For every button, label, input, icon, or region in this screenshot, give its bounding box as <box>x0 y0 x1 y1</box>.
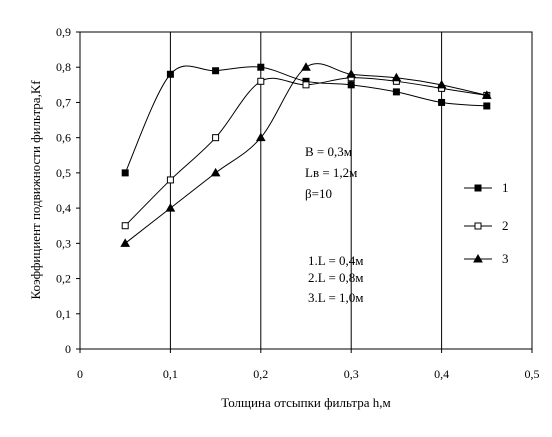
series-1-point <box>257 63 265 71</box>
legend-label: 2 <box>502 218 509 233</box>
annotation-param-b: B = 0,3м <box>305 144 352 159</box>
series-3-point <box>391 72 402 82</box>
legend-label: 1 <box>502 180 509 195</box>
x-tick-label: 0,3 <box>344 367 359 381</box>
y-tick-label: 0,4 <box>56 201 71 215</box>
series-1 <box>121 63 491 177</box>
series-3-point <box>255 132 266 142</box>
legend-marker <box>474 184 482 192</box>
series-2-point <box>257 77 265 85</box>
series-2-point <box>302 81 310 89</box>
y-tick-label: 0,8 <box>56 60 71 74</box>
y-tick-label: 0,6 <box>56 131 71 145</box>
series-2-point <box>121 222 129 230</box>
x-tick-label: 0,5 <box>525 367 540 381</box>
lengths-annotation: 1.L = 0,4м 2.L = 0,8м 3.L = 1,0м <box>308 253 364 305</box>
x-tick-label: 0,4 <box>434 367 449 381</box>
x-tick-label: 0,2 <box>253 367 268 381</box>
annotation-length-2: 2.L = 0,8м <box>308 270 364 285</box>
series-1-point <box>483 102 491 110</box>
annotation-length-1: 1.L = 0,4м <box>308 253 364 268</box>
x-tick-label: 0,1 <box>163 367 178 381</box>
y-tick-label: 0,1 <box>56 307 71 321</box>
legend: 1 2 3 <box>464 180 509 266</box>
series-2 <box>121 74 491 230</box>
series-1-point <box>347 81 355 89</box>
annotation-param-lv: Lв = 1,2м <box>305 165 357 180</box>
series-3-point <box>210 167 221 177</box>
x-axis-label: Толщина отсыпки фильтра h,м <box>221 395 391 410</box>
axes: 0 0,1 0,2 0,3 0,4 0,5 0,6 0,7 0,8 0,9 0 0,1 0,2 0,3 0,… <box>56 25 540 381</box>
series-2-point <box>166 176 174 184</box>
annotation-param-beta: β=10 <box>305 186 332 201</box>
annotation-length-3: 3.L = 1,0м <box>308 290 364 305</box>
legend-item-1: 1 <box>464 180 509 195</box>
series-1-point <box>121 169 129 177</box>
series-3-point <box>165 203 176 212</box>
series-1-point <box>392 88 400 96</box>
legend-marker <box>474 222 482 230</box>
legend-label: 3 <box>502 251 509 266</box>
y-tick-label: 0 <box>65 342 71 356</box>
plot-area-frame <box>79 31 533 350</box>
x-tick-label: 0 <box>77 367 83 381</box>
y-tick-label: 0,5 <box>56 166 71 180</box>
series-3-point <box>436 79 447 89</box>
y-tick-label: 0,7 <box>56 95 71 109</box>
legend-item-3: 3 <box>464 251 509 266</box>
y-tick-label: 0,2 <box>56 272 71 286</box>
series-group <box>120 62 492 247</box>
y-tick-label: 0,9 <box>56 25 71 39</box>
series-3-point <box>301 62 311 71</box>
y-axis-label: Коэффициент подвижности фильтра,Kf <box>28 80 43 300</box>
series-1-point <box>166 70 174 78</box>
series-3-point <box>346 69 357 78</box>
series-3-point <box>120 238 131 247</box>
series-1-point <box>212 67 220 75</box>
legend-marker <box>473 253 483 263</box>
series-3 <box>120 62 492 247</box>
legend-item-2: 2 <box>464 218 509 233</box>
y-tick-label: 0,3 <box>56 236 71 250</box>
params-annotation: B = 0,3м Lв = 1,2м β=10 <box>305 144 357 201</box>
series-1-point <box>438 98 446 106</box>
series-2-point <box>212 134 220 142</box>
series-3-point <box>481 90 492 99</box>
